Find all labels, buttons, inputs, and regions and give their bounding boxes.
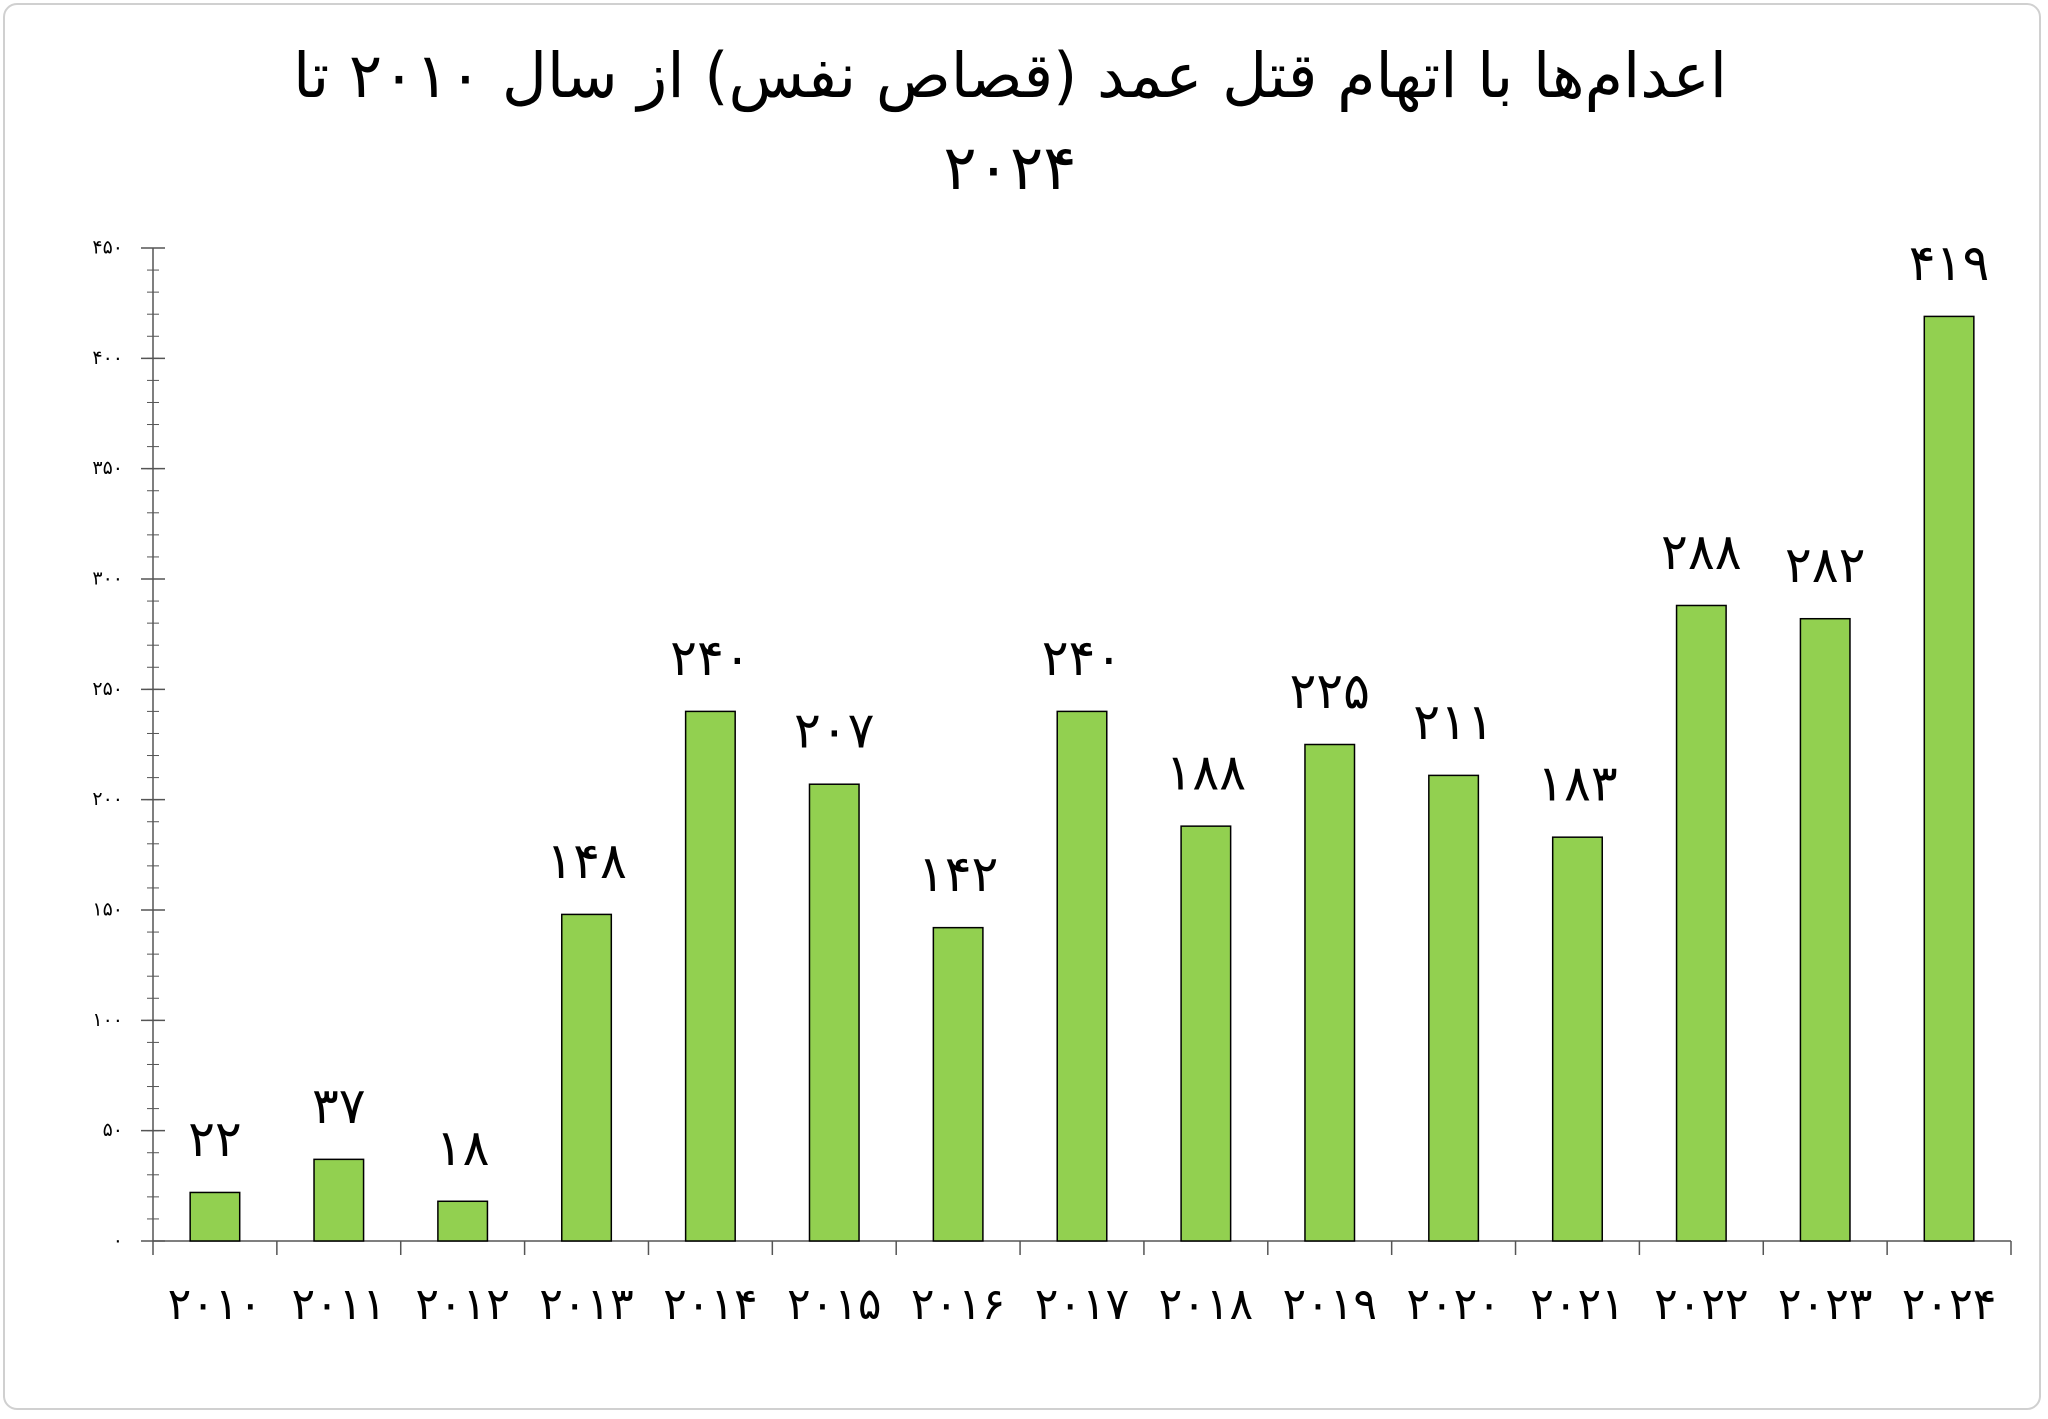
bar [1799, 617, 1851, 1242]
x-tick-label: ۲۰۲۲ [1654, 1279, 1749, 1330]
y-tick-label: ۳۵۰ [92, 457, 123, 479]
data-label: ۴۱۹ [1909, 234, 1990, 292]
data-label: ۱۴۸ [546, 832, 627, 890]
bar [684, 710, 736, 1242]
bar [808, 783, 860, 1242]
data-label: ۲۸۸ [1661, 523, 1742, 581]
y-tick-label: ۱۵۰ [92, 899, 123, 921]
y-tick-label: ۲۵۰ [92, 678, 123, 700]
x-tick-label: ۲۰۱۰ [168, 1279, 263, 1330]
data-label: ۱۸۸ [1166, 744, 1247, 802]
bar [1923, 315, 1975, 1242]
x-tick-label: ۲۰۲۳ [1778, 1279, 1873, 1330]
y-tick-label: ۱۰۰ [92, 1009, 123, 1031]
y-tick-label: ۵۰ [103, 1119, 123, 1141]
x-tick-label: ۲۰۲۰ [1406, 1279, 1501, 1330]
x-tick-label: ۲۰۱۳ [539, 1279, 634, 1330]
data-label: ۲۸۲ [1785, 536, 1866, 594]
bar [932, 926, 984, 1242]
x-tick-label: ۲۰۱۲ [415, 1279, 510, 1330]
bar [313, 1158, 365, 1242]
bar [1428, 774, 1480, 1242]
bar [437, 1200, 489, 1242]
data-label: ۲۰۷ [794, 702, 875, 760]
data-label: ۲۲۵ [1289, 662, 1370, 720]
x-tick-label: ۲۰۱۵ [787, 1279, 882, 1330]
chart-title: اعدام‌ها با اتهام قتل عمد (قصاص نفس) از … [293, 39, 1727, 204]
bar [1056, 710, 1108, 1242]
x-tick-label: ۲۰۱۷ [1035, 1279, 1130, 1330]
data-label: ۱۴۲ [918, 845, 999, 903]
x-tick-label: ۲۰۲۱ [1530, 1279, 1625, 1330]
y-tick-label: ۰ [113, 1230, 123, 1252]
data-label: ۲۴۰ [670, 629, 751, 687]
y-tick-label: ۴۵۰ [92, 237, 123, 259]
bar [561, 913, 613, 1242]
x-tick-label: ۲۰۲۴ [1902, 1279, 1997, 1330]
y-tick-label: ۲۰۰ [92, 788, 123, 810]
x-tick-label: ۲۰۱۶ [911, 1279, 1006, 1330]
data-label: ۱۸ [436, 1119, 490, 1177]
data-label: ۳۷ [312, 1077, 366, 1135]
bar [1675, 604, 1727, 1242]
bar [189, 1191, 241, 1242]
bar [1180, 825, 1232, 1242]
data-label: ۲۱۱ [1413, 693, 1494, 751]
x-tick-label: ۲۰۱۹ [1282, 1279, 1377, 1330]
x-tick-label: ۲۰۱۴ [663, 1279, 758, 1330]
x-tick-label: ۲۰۱۸ [1159, 1279, 1254, 1330]
chart-frame [3, 3, 2041, 1410]
data-label: ۱۸۳ [1537, 755, 1618, 813]
bar [1551, 836, 1603, 1242]
data-label: ۲۴۰ [1042, 629, 1123, 687]
bar [1304, 743, 1356, 1242]
y-tick-label: ۴۰۰ [92, 347, 123, 369]
x-tick-label: ۲۰۱۱ [292, 1279, 387, 1330]
y-tick-label: ۳۰۰ [92, 568, 123, 590]
data-label: ۲۲ [188, 1110, 242, 1168]
